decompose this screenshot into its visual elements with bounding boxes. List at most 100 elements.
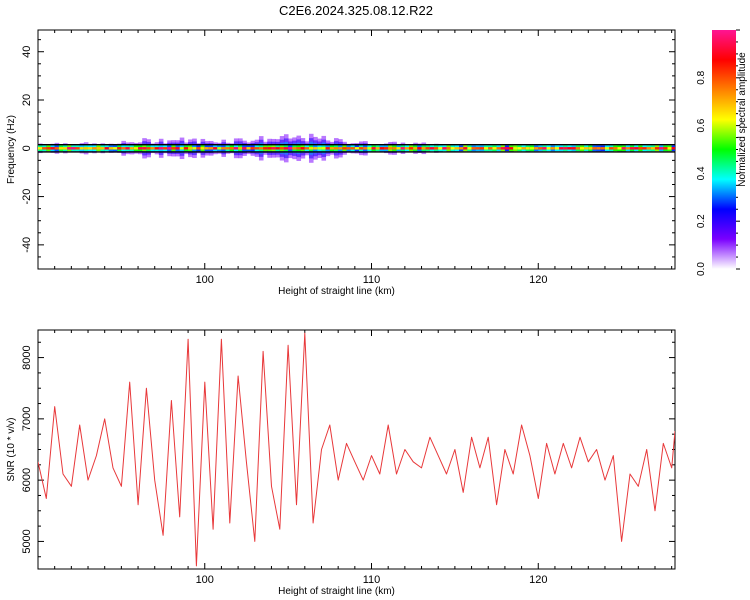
heatmap-cell	[425, 147, 431, 150]
heatmap-cell	[113, 147, 118, 150]
heatmap-cell	[467, 147, 472, 150]
heatmap-cell	[129, 147, 135, 150]
heatmap-cell	[342, 147, 347, 150]
plot-frame	[37, 329, 676, 570]
heatmap-cell	[138, 147, 143, 150]
heatmap-cell	[484, 147, 489, 150]
colorbar-tick-label: 0.4	[696, 166, 707, 180]
heatmap-cell	[117, 147, 122, 150]
colorbar-tick-label: 0.6	[696, 118, 707, 132]
heatmap-cell	[604, 147, 610, 150]
heatmap-cell	[521, 147, 527, 150]
heatmap-cell	[254, 147, 260, 150]
colorbar-label: Normalized spectral amplitude	[737, 52, 748, 187]
heatmap-cell	[321, 147, 327, 150]
heatmap-cell	[163, 147, 168, 150]
heatmap-cell	[329, 147, 335, 150]
heatmap-cell	[384, 147, 389, 150]
heatmap-cell	[317, 147, 322, 150]
y-tick-label: 0	[21, 145, 33, 151]
heatmap-cell	[513, 147, 518, 150]
heatmap-cell	[121, 147, 126, 150]
heatmap-cell	[233, 147, 239, 150]
y-tick-label: 20	[21, 94, 33, 106]
heatmap-cell	[271, 147, 277, 150]
heatmap-cell	[75, 147, 81, 150]
heatmap-cell	[192, 147, 197, 150]
heatmap-cell	[296, 147, 302, 150]
snr-series-line	[38, 332, 675, 567]
heatmap-cell	[208, 147, 214, 150]
heatmap-cell	[634, 147, 639, 150]
heatmap-cell	[67, 147, 72, 150]
heatmap-cell	[267, 147, 272, 150]
colorbar-tick-label: 0.0	[696, 262, 707, 276]
heatmap-cell	[454, 147, 460, 150]
heatmap-cell	[429, 147, 435, 150]
heatmap-cell	[221, 147, 226, 150]
heatmap-cell	[459, 147, 464, 150]
heatmap-cell	[671, 147, 675, 150]
heatmap-cell	[188, 147, 193, 150]
heatmap-cell	[46, 147, 51, 150]
heatmap-cell	[584, 147, 589, 150]
heatmap-cell	[371, 147, 377, 150]
heatmap-cell	[642, 147, 648, 150]
heatmap-cell	[313, 147, 318, 150]
colorbar-tick-label: 0.8	[696, 70, 707, 84]
heatmap-cell	[434, 147, 439, 150]
heatmap-cell	[200, 147, 206, 150]
heatmap-cell	[567, 147, 573, 150]
colorbar: 0.0 0.2 0.4 0.6 0.8 Normalized spectral ampli…	[696, 29, 748, 276]
heatmap-cell	[534, 147, 539, 150]
heatmap-cell	[367, 147, 372, 150]
heatmap-cell	[71, 147, 76, 150]
heatmap-cell	[133, 147, 139, 150]
heatmap-cell	[529, 147, 535, 150]
heatmap-cell	[400, 147, 406, 150]
snr-panel: 100 110 120 5000 6000 7000 8000 Height of strai…	[6, 329, 676, 597]
y-tick-label: 8000	[21, 345, 33, 369]
heatmap-cell	[550, 147, 556, 150]
heatmap-cell	[196, 147, 201, 150]
heatmap-cell	[442, 147, 447, 150]
heatmap-cell	[171, 147, 176, 150]
heatmap-cell	[183, 147, 189, 150]
heatmap-cell	[546, 147, 552, 150]
y-tick-label: -20	[21, 189, 33, 205]
heatmap-cell	[150, 147, 156, 150]
heatmap-cell	[229, 147, 235, 150]
heatmap-cell	[579, 147, 585, 150]
heatmap-cell	[175, 147, 181, 150]
x-tick-label: 100	[196, 574, 214, 586]
y-tick-label: 5000	[21, 529, 33, 553]
spectrogram-panel: 100 110 120 -40 -20 0 20 40 Height of straight l…	[6, 29, 676, 297]
figure-title: C2E6.2024.325.08.12.R22	[279, 3, 433, 18]
heatmap-cell	[225, 147, 231, 150]
heatmap-cell	[388, 147, 393, 150]
heatmap-cell	[500, 147, 506, 150]
y-tick-label: -40	[21, 237, 33, 253]
heatmap-cell	[363, 147, 368, 150]
heatmap-cell	[167, 147, 172, 150]
heatmap-cell	[588, 147, 593, 150]
heatmap-cell	[354, 147, 360, 150]
heatmap-cell	[525, 147, 531, 150]
heatmap-cell	[104, 147, 110, 150]
heatmap-cell	[571, 147, 577, 150]
heatmap-cell	[63, 147, 68, 150]
x-tick-label: 120	[529, 574, 547, 586]
heatmap-cell	[592, 147, 598, 150]
heatmap-cell	[204, 147, 210, 150]
heatmap-cell	[338, 147, 343, 150]
heatmap-cell	[96, 147, 101, 150]
heatmap-cell	[463, 147, 468, 150]
heatmap-cell	[563, 147, 568, 150]
heatmap-cell	[409, 147, 414, 150]
x-tick-label: 100	[196, 274, 214, 286]
heatmap-cell	[83, 147, 89, 150]
heatmap-cell	[538, 147, 543, 150]
heatmap-cell	[638, 147, 643, 150]
heatmap-cell	[609, 147, 614, 150]
heatmap-cell	[88, 147, 93, 150]
